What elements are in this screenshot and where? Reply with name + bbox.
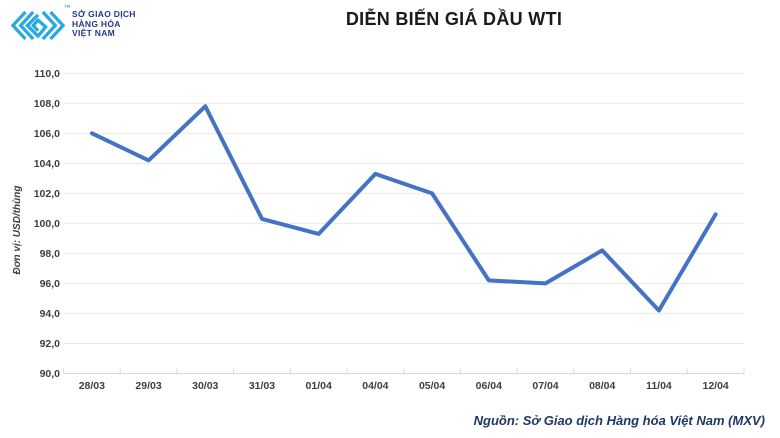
y-axis-tick-label: 94,0 <box>40 308 61 320</box>
x-axis-tick-label: 06/04 <box>476 380 502 392</box>
x-axis-tick-label: 05/04 <box>419 380 445 392</box>
x-axis-tick-label: 28/03 <box>79 380 105 392</box>
logo-text-line-1: SỞ GIAO DỊCH <box>72 9 136 20</box>
x-axis-tick-label: 01/04 <box>306 380 332 392</box>
logo-text-line-2: HÀNG HÓA <box>72 18 121 29</box>
y-axis-tick-label: 110,0 <box>34 68 60 80</box>
y-axis-tick-label: 98,0 <box>40 248 61 260</box>
x-axis-tick-label: 30/03 <box>192 380 218 392</box>
y-axis-tick-label: 104,0 <box>34 158 60 170</box>
trademark-symbol: ™ <box>64 5 71 12</box>
y-axis-tick-label: 100,0 <box>34 218 60 230</box>
mxv-logo-text: SỞ GIAO DỊCH HÀNG HÓA VIỆT NAM <box>72 10 136 39</box>
logo-text-line-3: VIỆT NAM <box>72 28 116 39</box>
y-axis-title: Đơn vị: USD/thùng <box>12 186 23 275</box>
y-axis-tick-label: 108,0 <box>34 98 60 110</box>
source-note: Nguồn: Sở Giao dịch Hàng hóa Việt Nam (M… <box>473 413 765 428</box>
mxv-logo: ™ SỞ GIAO DỊCH HÀNG HÓA VIỆT NAM <box>11 5 136 41</box>
x-axis-tick-label: 08/04 <box>589 380 615 392</box>
y-axis-tick-label: 106,0 <box>34 128 60 140</box>
x-axis-tick-label: 29/03 <box>135 380 161 392</box>
mxv-logo-icon <box>11 10 65 41</box>
x-axis-tick-label: 07/04 <box>532 380 558 392</box>
y-axis-tick-label: 102,0 <box>34 188 60 200</box>
x-axis-tick-label: 11/04 <box>646 380 672 392</box>
y-axis-tick-label: 96,0 <box>40 278 61 290</box>
x-axis-tick-label: 12/04 <box>703 380 729 392</box>
x-axis-tick-label: 04/04 <box>362 380 388 392</box>
chart-title: DIỄN BIẾN GIÁ DẦU WTI <box>345 9 563 29</box>
y-axis-tick-label: 92,0 <box>40 338 61 350</box>
x-axis-tick-label: 31/03 <box>249 380 275 392</box>
wti-price-line <box>89 104 718 313</box>
y-axis-tick-label: 90,0 <box>40 368 61 380</box>
